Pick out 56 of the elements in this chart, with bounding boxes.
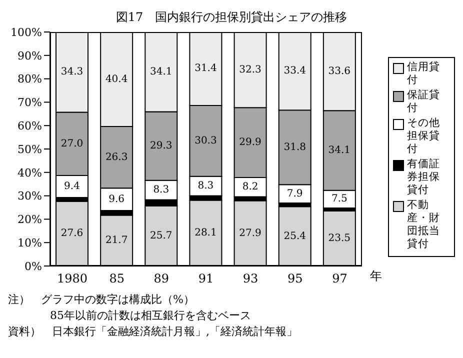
x-tick-label: 85	[109, 272, 124, 286]
data-label: 8.3	[198, 180, 214, 192]
x-tick-label: 91	[198, 272, 214, 286]
x-axis-title: 年	[370, 268, 382, 285]
data-label: 33.6	[328, 66, 351, 77]
data-label: 27.0	[60, 138, 84, 150]
y-tick-label: 100%	[10, 26, 42, 39]
y-tick-label: 30%	[18, 190, 42, 203]
data-label: 8.2	[242, 182, 258, 193]
y-tick-label: 10%	[18, 236, 42, 250]
legend-label: 有価証券担保貸付	[407, 158, 441, 197]
data-label: 25.4	[284, 230, 306, 242]
data-label: 33.4	[284, 66, 306, 77]
data-label: 34.1	[328, 145, 351, 156]
x-tick-label: 89	[154, 272, 170, 286]
data-label: 30.3	[194, 135, 217, 146]
y-tick-label: 20%	[18, 213, 42, 226]
legend-label: その他担保貸付	[407, 117, 441, 156]
data-label: 9.4	[64, 180, 80, 192]
y-tick-label: 50%	[18, 142, 42, 156]
text: 85年以前の計数は相互銀行を含むベース	[49, 308, 252, 324]
data-label: 7.9	[286, 188, 303, 200]
data-label: 21.7	[105, 235, 128, 246]
x-tick-label: 95	[288, 272, 303, 286]
data-label: 34.1	[150, 66, 172, 78]
data-label: 7.5	[331, 194, 348, 205]
legend-label: 不動産・財団抵当貸付	[407, 199, 441, 251]
data-label: 31.4	[194, 63, 217, 74]
data-label: 25.7	[150, 230, 172, 242]
legend-label: 信用貸付	[407, 61, 441, 87]
y-tick-label: 90%	[18, 49, 42, 62]
data-label: 34.3	[60, 66, 84, 78]
text: 注） グラフ中の数字は構成比（%）	[8, 292, 196, 308]
y-tick-label: 40%	[18, 166, 42, 180]
data-label: 32.3	[239, 64, 262, 76]
x-tick-label: 1980	[57, 272, 88, 286]
y-tick-label: 60%	[18, 120, 42, 133]
data-label: 9.6	[108, 194, 125, 205]
data-label: 28.1	[194, 228, 217, 239]
data-label: 29.9	[239, 137, 262, 148]
y-tick-label: 0%	[24, 260, 42, 273]
data-label: 40.4	[105, 74, 128, 85]
x-tick-label: 93	[242, 272, 258, 286]
data-label: 27.6	[60, 228, 84, 240]
data-label: 8.3	[153, 184, 170, 196]
x-tick-label: 97	[332, 272, 348, 286]
data-label: 29.3	[150, 140, 172, 152]
text: 資料） 日本銀行「金融経済統計月報」,「経済統計年報」	[8, 324, 298, 340]
data-label: 27.9	[239, 228, 262, 239]
data-label: 26.3	[105, 152, 128, 163]
chart-title: 図17 国内銀行の担保別貸出シェアの推移	[114, 9, 348, 26]
data-label: 23.5	[328, 233, 351, 244]
data-label: 31.8	[284, 142, 306, 153]
legend-label: 保証貸付	[407, 89, 441, 115]
y-tick-label: 70%	[18, 96, 42, 110]
y-tick-label: 80%	[18, 72, 42, 86]
